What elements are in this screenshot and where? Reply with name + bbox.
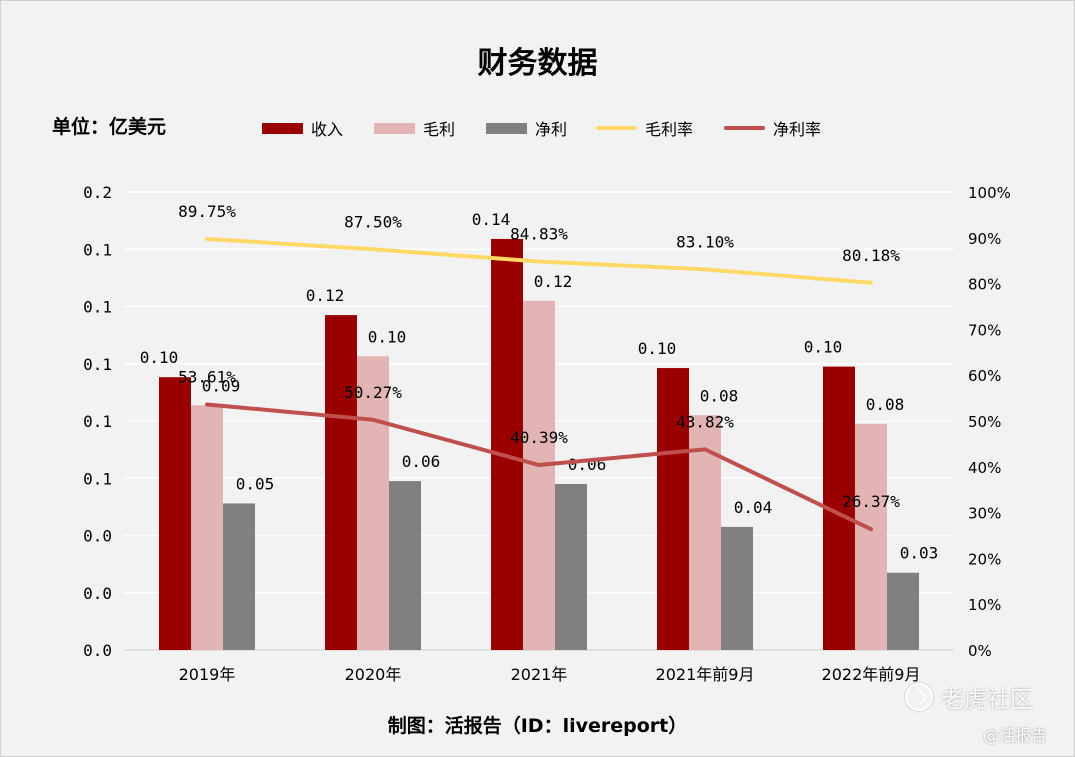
legend-item-net-profit: 净利 [486,116,567,140]
legend-label-revenue: 收入 [311,120,344,139]
y-right-tick-label: 60% [968,367,1001,385]
y-left-tick-label: 0.1 [83,240,112,259]
gross-profit-bar [357,356,389,650]
legend-item-net-margin: 净利率 [724,116,821,140]
revenue-data-label: 0.10 [804,338,843,357]
revenue-bar [657,368,689,650]
x-tick-label: 2019年 [179,665,236,684]
gross-profit-data-label: 0.12 [534,272,573,291]
y-right-tick-label: 50% [968,413,1001,431]
gross-margin-data-label: 80.18% [842,246,900,265]
gross-profit-bar [523,300,555,650]
net-profit-bar [887,572,919,650]
gross-margin-data-label: 89.75% [178,202,236,221]
y-right-tick-label: 20% [968,550,1001,568]
chart-title: 财务数据 [477,46,598,81]
y-left-tick-label: 0.1 [83,469,112,488]
watermark-brand-text: 老虎社区 [941,687,1033,713]
y-left-tick-label: 0.0 [83,641,112,660]
gross-margin-data-label: 83.10% [676,232,734,251]
revenue-data-label: 0.12 [306,286,345,305]
unit-label: 单位：亿美元 [52,116,167,138]
legend-swatch-net-margin [724,126,765,130]
y-right-tick-label: 0% [968,642,992,660]
net-profit-data-label: 0.04 [734,498,773,517]
y-left-tick-label: 0.1 [83,355,112,374]
net-profit-data-label: 0.06 [402,452,441,471]
net-profit-bar [223,503,255,650]
watermark-brand: 老虎社区 [905,680,1033,714]
legend-item-gross-margin: 毛利率 [596,116,693,140]
gross-margin-line [205,236,873,285]
net-margin-data-label: 43.82% [676,412,734,431]
y-left-tick-label: 0.1 [83,412,112,431]
legend-label-gross-profit: 毛利 [423,120,456,139]
y-left-tick-label: 0.2 [83,183,112,202]
net-profit-data-label: 0.03 [900,544,939,563]
gross-profit-data-label: 0.08 [866,395,905,414]
gross-margin-data-label: 84.83% [510,224,568,243]
revenue-data-label: 0.10 [140,348,179,367]
legend-item-gross-profit: 毛利 [374,116,455,140]
net-profit-bar [721,526,753,650]
legend-swatch-net-profit [486,122,527,134]
legend-swatch-gross-margin [596,126,637,130]
y-left-tick-label: 0.1 [83,298,112,317]
net-margin-data-label: 50.27% [344,383,402,402]
y-right-tick-label: 70% [968,321,1001,339]
net-margin-data-label: 26.37% [842,492,900,511]
legend-label-gross-margin: 毛利率 [645,120,694,139]
net-profit-bar [389,481,421,650]
y-right-tick-label: 90% [968,230,1001,248]
revenue-bar [491,238,523,650]
y-left-tick-label: 0.0 [83,527,112,546]
y-right-tick-label: 30% [968,505,1001,523]
watermark-handle: @活报告 [983,726,1048,745]
y-right-tick-label: 10% [968,596,1001,614]
gross-profit-bar [191,405,223,650]
gross-profit-bar [855,423,887,650]
revenue-bar [159,377,191,650]
gross-profit-data-label: 0.10 [368,327,407,346]
tiger-logo-icon [905,683,933,711]
revenue-data-label: 0.10 [638,339,677,358]
gross-profit-data-label: 0.08 [700,386,739,405]
legend-item-revenue: 收入 [262,116,343,140]
net-margin-data-label: 40.39% [510,428,568,447]
x-tick-label: 2021年 [511,665,568,684]
y-right-tick-label: 80% [968,276,1001,294]
revenue-data-label: 0.14 [472,210,511,229]
net-margin-data-label: 53.61% [178,367,236,386]
legend-swatch-gross-profit [374,122,415,134]
revenue-bar [325,315,357,650]
legend-label-net-margin: 净利率 [773,120,822,139]
net-margin-line [205,402,873,532]
gross-profit-data-label: 0.09 [202,376,241,395]
legend-swatch-revenue [262,122,303,134]
net-profit-data-label: 0.05 [236,474,275,493]
y-right-tick-label: 40% [968,459,1001,477]
gross-margin-data-label: 87.50% [344,212,402,231]
legend-label-net-profit: 净利 [535,120,568,139]
net-profit-bar [555,483,587,650]
credit-label: 制图：活报告（ID：livereport） [387,715,688,737]
x-tick-label: 2022年前9月 [822,665,921,684]
x-tick-label: 2020年 [345,665,402,684]
x-tick-label: 2021年前9月 [656,665,755,684]
y-right-tick-label: 100% [968,184,1011,202]
y-left-tick-label: 0.0 [83,584,112,603]
